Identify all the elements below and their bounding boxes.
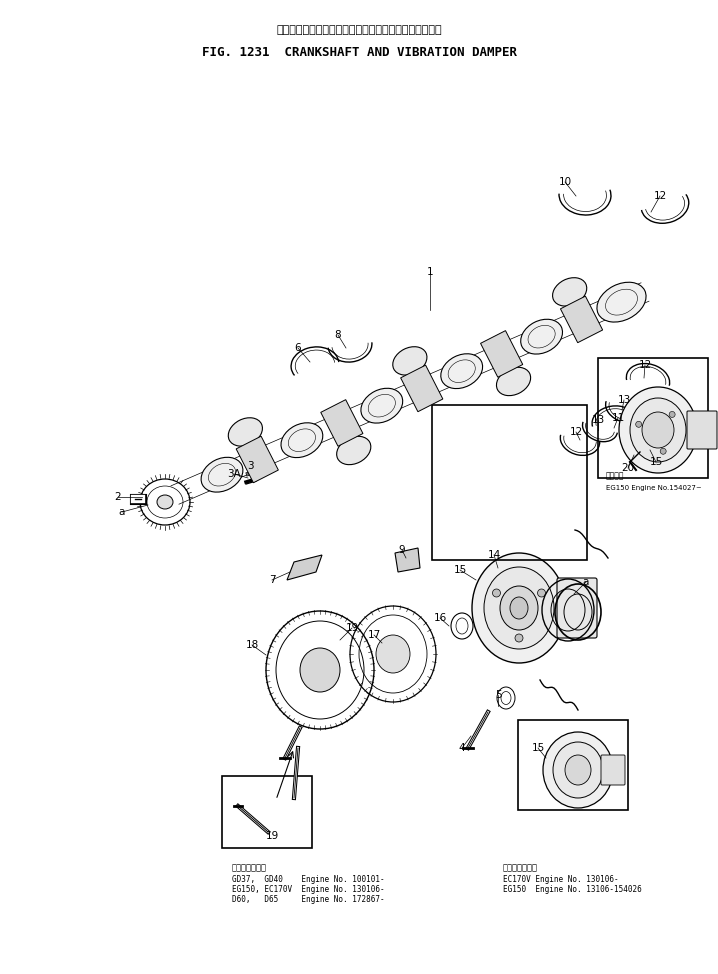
Polygon shape [321,399,363,446]
Circle shape [538,589,546,597]
Ellipse shape [543,732,613,808]
Text: 13: 13 [617,395,630,405]
Text: EG150, EC170V  Engine No. 130106-: EG150, EC170V Engine No. 130106- [232,885,385,894]
Text: 5: 5 [495,690,501,700]
FancyBboxPatch shape [687,411,717,449]
Text: GD37,  GD40    Engine No. 100101-: GD37, GD40 Engine No. 100101- [232,875,385,884]
Text: 20: 20 [622,463,635,473]
Text: 2: 2 [115,492,121,502]
Bar [432,405,587,560]
Text: 9: 9 [398,545,406,555]
Bar [518,720,628,810]
Ellipse shape [441,354,482,389]
Text: FIG. 1231  CRANKSHAFT AND VIBRATION DAMPER: FIG. 1231 CRANKSHAFT AND VIBRATION DAMPE… [202,46,516,58]
Ellipse shape [228,418,263,446]
Text: 12: 12 [653,191,666,201]
Ellipse shape [553,278,587,306]
Text: 10: 10 [559,177,572,187]
Text: 15: 15 [649,457,663,467]
Text: 17: 17 [368,630,381,640]
Text: 18: 18 [246,640,258,650]
Text: 12: 12 [638,360,652,370]
Ellipse shape [630,398,686,462]
Text: 19: 19 [345,623,358,633]
Ellipse shape [500,586,538,630]
Ellipse shape [300,648,340,692]
Polygon shape [480,330,523,377]
Ellipse shape [496,367,531,395]
Text: クランクシャフト　および　バイブレーション　ダンパ: クランクシャフト および バイブレーション ダンパ [276,25,442,35]
Text: 16: 16 [434,613,447,623]
Ellipse shape [619,387,697,473]
Ellipse shape [281,423,323,458]
FancyBboxPatch shape [601,755,625,785]
Ellipse shape [521,319,562,355]
Circle shape [669,411,675,418]
Text: 11: 11 [611,413,625,423]
Ellipse shape [642,412,674,448]
Text: a: a [118,507,125,517]
Circle shape [635,422,642,428]
Ellipse shape [597,282,646,322]
Text: EG150 Engine No.154027~: EG150 Engine No.154027~ [606,485,701,491]
Text: 適　用　号　機: 適 用 号 機 [503,863,538,872]
Ellipse shape [201,458,243,492]
Ellipse shape [361,389,403,423]
Text: 3A: 3A [227,469,241,479]
Text: 14: 14 [488,550,500,560]
Ellipse shape [393,347,427,375]
Text: EG150  Engine No. 13106-154026: EG150 Engine No. 13106-154026 [503,885,642,894]
Text: a: a [583,577,589,587]
Ellipse shape [510,597,528,619]
Text: 6: 6 [294,343,302,353]
Text: 12: 12 [569,427,582,437]
Text: 7: 7 [269,575,275,585]
Ellipse shape [157,495,173,509]
Text: 4: 4 [459,743,465,753]
Polygon shape [401,365,443,412]
Ellipse shape [565,755,591,785]
Ellipse shape [337,436,370,465]
Circle shape [493,589,500,597]
Text: 適　用　号　機: 適 用 号 機 [232,863,267,872]
Ellipse shape [376,635,410,673]
Text: D60,   D65     Engine No. 172867-: D60, D65 Engine No. 172867- [232,895,385,904]
Polygon shape [236,436,279,483]
Circle shape [515,634,523,642]
Text: 15: 15 [453,565,467,575]
Text: 適用号機: 適用号機 [606,471,625,480]
Text: 1: 1 [426,267,433,277]
Text: 13: 13 [592,415,605,425]
Bar [598,358,708,478]
Ellipse shape [472,553,566,663]
Polygon shape [561,296,602,343]
Circle shape [660,448,666,454]
Ellipse shape [484,567,554,649]
Text: EC170V Engine No. 130106-: EC170V Engine No. 130106- [503,875,619,884]
Text: 3: 3 [247,461,253,471]
Text: 19: 19 [266,831,279,841]
Polygon shape [395,548,420,572]
Text: 8: 8 [335,330,341,340]
Polygon shape [287,555,322,580]
Text: 15: 15 [531,743,545,753]
Bar [222,776,312,848]
FancyBboxPatch shape [557,578,597,638]
Ellipse shape [553,742,603,798]
